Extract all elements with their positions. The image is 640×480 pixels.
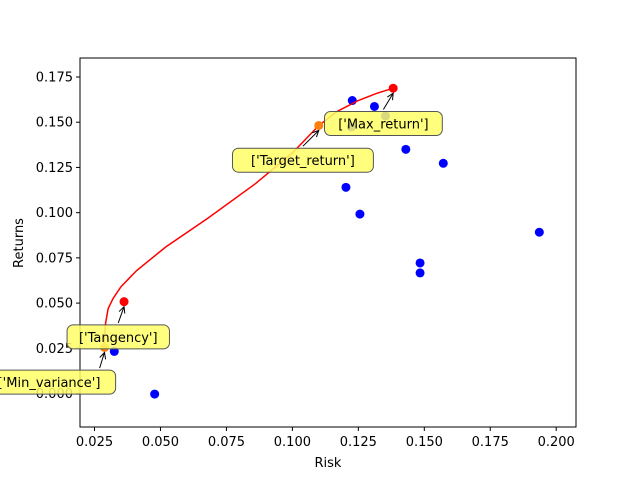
x-tick-label: 0.100 (274, 435, 311, 450)
y-tick-label: 0.175 (36, 70, 73, 85)
annotation-arrow (382, 92, 394, 110)
annotation-arrow-head (118, 305, 126, 314)
x-tick-label: 0.125 (340, 435, 377, 450)
y-tick-label: 0.150 (36, 116, 73, 131)
y-axis-label: Returns (12, 218, 27, 268)
highlight-point (314, 120, 324, 130)
x-tick-label: 0.025 (76, 435, 113, 450)
y-tick-label: 0.125 (36, 161, 73, 176)
asset-point (369, 101, 379, 111)
annotation-box (66, 324, 170, 350)
highlight-point (119, 297, 129, 307)
asset-point (355, 209, 365, 219)
annotation-box (0, 369, 117, 395)
asset-point (415, 268, 425, 278)
efficient-frontier-line (103, 87, 394, 348)
annotation-label: ['Target_return'] (251, 154, 355, 169)
annotation-arrow-shaft (117, 306, 125, 324)
y-tick-label: 0.100 (36, 206, 73, 221)
asset-point (415, 258, 425, 268)
asset-point (401, 144, 411, 154)
annotation-arrow-shaft (302, 130, 320, 147)
annotation-arrow (117, 305, 126, 324)
x-axis-label: Risk (315, 456, 342, 471)
annotation-arrow (302, 129, 320, 147)
annotation-label: ['Max_return'] (338, 117, 428, 132)
asset-point (341, 182, 351, 192)
annotation-label: ['Min_variance'] (0, 376, 100, 391)
annotation-arrow-shaft (99, 352, 106, 369)
x-tick-label: 0.175 (472, 435, 509, 450)
annotation-arrow-head (387, 92, 394, 101)
y-tick-label: 0.075 (36, 251, 73, 266)
annotation-box (324, 110, 443, 136)
annotation-label: ['Tangency'] (79, 331, 158, 346)
axes: 0.025 0.050 0.075 0.100 0.125 0.150 0.175 0.200… (36, 57, 577, 450)
x-tick-label: 0.075 (208, 435, 245, 450)
annotation-arrow-head (311, 129, 320, 138)
x-tick-label: 0.150 (406, 435, 443, 450)
highlight-point (388, 83, 398, 93)
annotation-arrow-head (99, 351, 107, 360)
x-tick-label: 0.200 (538, 435, 575, 450)
axes-frame (79, 57, 577, 428)
asset-point (438, 158, 448, 168)
y-tick-label: 0.025 (36, 342, 73, 357)
asset-point (150, 389, 160, 399)
y-tick-label: 0.050 (36, 297, 73, 312)
asset-point (534, 227, 544, 237)
annotations: ['Min_variance'] ['Tangency'] ['Target_ret… (0, 92, 443, 395)
x-tick-label: 0.050 (142, 435, 179, 450)
annotation-box (231, 147, 374, 173)
annotation-arrow-shaft (382, 92, 394, 110)
annotation-arrow (99, 351, 107, 369)
